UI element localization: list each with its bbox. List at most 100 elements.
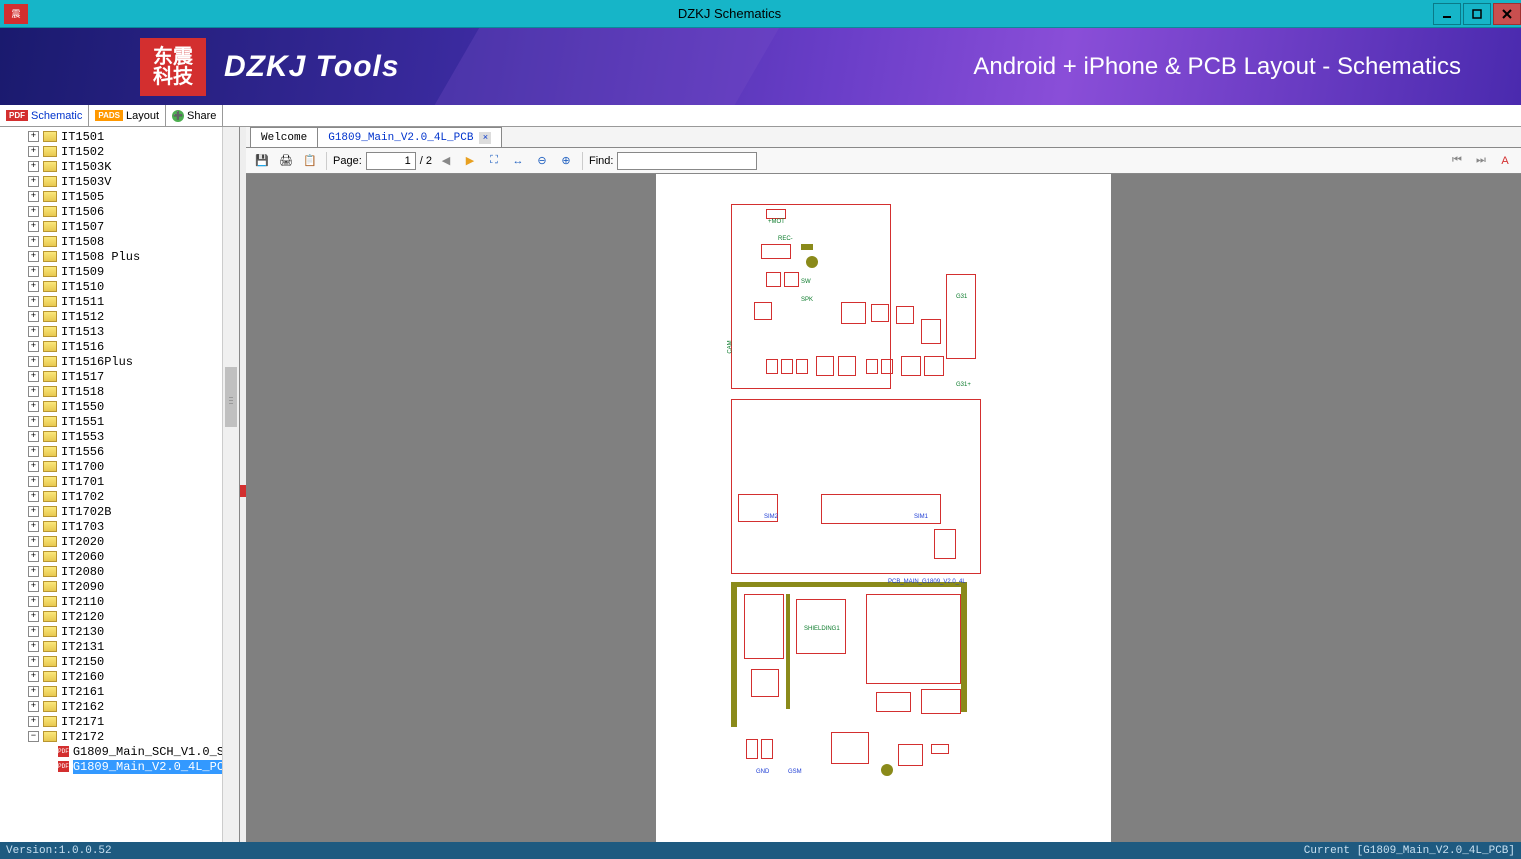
expand-icon[interactable]: + bbox=[28, 206, 39, 217]
tab-close-icon[interactable]: × bbox=[479, 132, 491, 144]
scrollbar-thumb[interactable] bbox=[225, 367, 237, 427]
next-page-icon[interactable]: ▶ bbox=[460, 151, 480, 171]
tree-folder[interactable]: +IT1508 bbox=[0, 234, 222, 249]
find-prev-icon[interactable]: ⏮ bbox=[1447, 151, 1467, 171]
document-tab[interactable]: G1809_Main_V2.0_4L_PCB× bbox=[317, 127, 502, 147]
expand-icon[interactable]: + bbox=[28, 146, 39, 157]
tree-folder[interactable]: +IT1701 bbox=[0, 474, 222, 489]
tree-folder[interactable]: +IT1512 bbox=[0, 309, 222, 324]
tree-folder[interactable]: +IT2080 bbox=[0, 564, 222, 579]
tree-file[interactable]: PDFG1809_Main_SCH_V1.0_SCH bbox=[0, 744, 222, 759]
tree-folder[interactable]: +IT2131 bbox=[0, 639, 222, 654]
expand-icon[interactable]: + bbox=[28, 476, 39, 487]
tree-folder[interactable]: +IT1507 bbox=[0, 219, 222, 234]
expand-icon[interactable]: + bbox=[28, 671, 39, 682]
expand-icon[interactable]: + bbox=[28, 416, 39, 427]
prev-page-icon[interactable]: ◀ bbox=[436, 151, 456, 171]
expand-icon[interactable]: + bbox=[28, 566, 39, 577]
find-input[interactable] bbox=[617, 152, 757, 170]
tree-file[interactable]: PDFG1809_Main_V2.0_4L_PCB bbox=[0, 759, 222, 774]
tree-folder[interactable]: +IT2120 bbox=[0, 609, 222, 624]
tree-folder[interactable]: +IT1551 bbox=[0, 414, 222, 429]
expand-icon[interactable]: + bbox=[28, 716, 39, 727]
expand-icon[interactable]: + bbox=[28, 356, 39, 367]
tree-folder[interactable]: +IT1700 bbox=[0, 459, 222, 474]
tree-folder[interactable]: +IT1511 bbox=[0, 294, 222, 309]
expand-icon[interactable]: + bbox=[28, 131, 39, 142]
copy-icon[interactable]: 📋 bbox=[300, 151, 320, 171]
tree-folder[interactable]: +IT1702 bbox=[0, 489, 222, 504]
tree-folder[interactable]: +IT1509 bbox=[0, 264, 222, 279]
print-icon[interactable]: 🖨 bbox=[276, 151, 296, 171]
maximize-button[interactable] bbox=[1463, 3, 1491, 25]
expand-icon[interactable]: + bbox=[28, 341, 39, 352]
tree-folder[interactable]: +IT2110 bbox=[0, 594, 222, 609]
tree-folder[interactable]: +IT1518 bbox=[0, 384, 222, 399]
mode-tab-share[interactable]: ➕Share bbox=[166, 105, 223, 126]
find-next-icon[interactable]: ⏭ bbox=[1471, 151, 1491, 171]
close-button[interactable] bbox=[1493, 3, 1521, 25]
fit-page-icon[interactable]: ⛶ bbox=[484, 151, 504, 171]
expand-icon[interactable]: + bbox=[28, 551, 39, 562]
tree-folder[interactable]: +IT1505 bbox=[0, 189, 222, 204]
expand-icon[interactable]: + bbox=[28, 626, 39, 637]
expand-icon[interactable]: + bbox=[28, 536, 39, 547]
expand-icon[interactable]: + bbox=[28, 596, 39, 607]
mode-tab-layout[interactable]: PADSLayout bbox=[89, 105, 166, 126]
tree-folder[interactable]: +IT2161 bbox=[0, 684, 222, 699]
fit-width-icon[interactable]: ↔ bbox=[508, 151, 528, 171]
expand-icon[interactable]: + bbox=[28, 611, 39, 622]
expand-icon[interactable]: + bbox=[28, 641, 39, 652]
tree-folder[interactable]: +IT1517 bbox=[0, 369, 222, 384]
tree-folder[interactable]: +IT1503V bbox=[0, 174, 222, 189]
expand-icon[interactable]: + bbox=[28, 371, 39, 382]
expand-icon[interactable]: + bbox=[28, 266, 39, 277]
expand-icon[interactable]: + bbox=[28, 431, 39, 442]
pcb-viewer[interactable]: +MOTREC-SPKSWCAMG31G31+SIM2SIM1PCB_MAIN_… bbox=[246, 174, 1521, 842]
tree-folder[interactable]: +IT1516 bbox=[0, 339, 222, 354]
tree-folder[interactable]: +IT1556 bbox=[0, 444, 222, 459]
save-icon[interactable]: 💾 bbox=[252, 151, 272, 171]
expand-icon[interactable]: + bbox=[28, 236, 39, 247]
expand-icon[interactable]: + bbox=[28, 326, 39, 337]
page-input[interactable] bbox=[366, 152, 416, 170]
tree-folder[interactable]: +IT2020 bbox=[0, 534, 222, 549]
expand-icon[interactable]: + bbox=[28, 446, 39, 457]
collapse-icon[interactable]: − bbox=[28, 731, 39, 742]
tree-folder[interactable]: +IT2060 bbox=[0, 549, 222, 564]
expand-icon[interactable]: + bbox=[28, 386, 39, 397]
text-style-icon[interactable]: A bbox=[1495, 151, 1515, 171]
expand-icon[interactable]: + bbox=[28, 176, 39, 187]
tree-folder-expanded[interactable]: −IT2172 bbox=[0, 729, 222, 744]
tree-folder[interactable]: +IT1516Plus bbox=[0, 354, 222, 369]
expand-icon[interactable]: + bbox=[28, 296, 39, 307]
expand-icon[interactable]: + bbox=[28, 401, 39, 412]
tree-folder[interactable]: +IT2171 bbox=[0, 714, 222, 729]
mode-tab-schematic[interactable]: PDFSchematic bbox=[0, 105, 89, 126]
tree-folder[interactable]: +IT1703 bbox=[0, 519, 222, 534]
zoom-out-icon[interactable]: ⊖ bbox=[532, 151, 552, 171]
document-tab[interactable]: Welcome bbox=[250, 127, 318, 147]
minimize-button[interactable] bbox=[1433, 3, 1461, 25]
tree-folder[interactable]: +IT1553 bbox=[0, 429, 222, 444]
zoom-in-icon[interactable]: ⊕ bbox=[556, 151, 576, 171]
expand-icon[interactable]: + bbox=[28, 521, 39, 532]
tree-folder[interactable]: +IT1502 bbox=[0, 144, 222, 159]
expand-icon[interactable]: + bbox=[28, 701, 39, 712]
expand-icon[interactable]: + bbox=[28, 506, 39, 517]
tree-folder[interactable]: +IT1503K bbox=[0, 159, 222, 174]
expand-icon[interactable]: + bbox=[28, 221, 39, 232]
tree-folder[interactable]: +IT1506 bbox=[0, 204, 222, 219]
tree-folder[interactable]: +IT1501 bbox=[0, 129, 222, 144]
expand-icon[interactable]: + bbox=[28, 161, 39, 172]
expand-icon[interactable]: + bbox=[28, 656, 39, 667]
tree-folder[interactable]: +IT2090 bbox=[0, 579, 222, 594]
tree-folder[interactable]: +IT1550 bbox=[0, 399, 222, 414]
expand-icon[interactable]: + bbox=[28, 461, 39, 472]
expand-icon[interactable]: + bbox=[28, 281, 39, 292]
tree-scrollbar[interactable] bbox=[222, 127, 239, 842]
tree-folder[interactable]: +IT1508 Plus bbox=[0, 249, 222, 264]
tree-folder[interactable]: +IT2130 bbox=[0, 624, 222, 639]
tree-folder[interactable]: +IT1513 bbox=[0, 324, 222, 339]
tree-folder[interactable]: +IT1510 bbox=[0, 279, 222, 294]
